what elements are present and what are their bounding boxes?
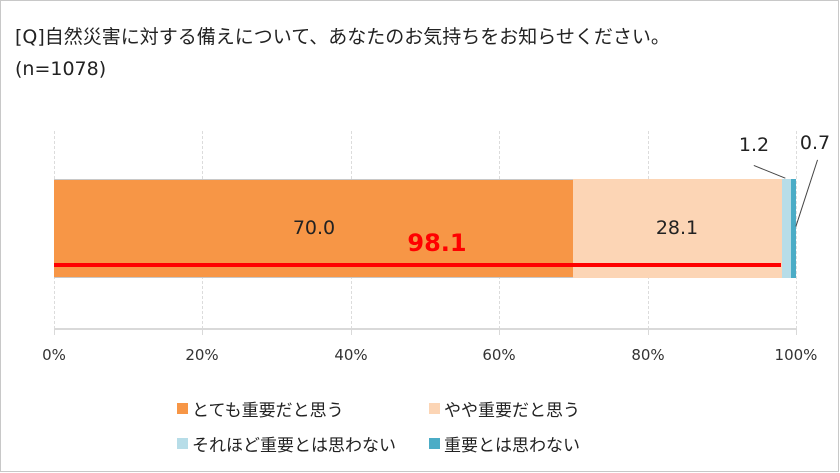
x-tick-label-80: 80% (631, 346, 665, 364)
x-tick-60 (499, 328, 500, 335)
x-tick-label-20: 20% (185, 346, 219, 364)
value-label-not-very-important: 1.2 (738, 134, 770, 156)
legend-label: やや重要だと思う (444, 401, 580, 421)
legend-item-somewhat-important: やや重要だと思う (429, 396, 580, 421)
x-tick-label-40: 40% (334, 346, 368, 364)
bar-segment-somewhat-important (573, 179, 782, 278)
legend-swatch-somewhat-important (429, 403, 440, 414)
x-tick-80 (648, 328, 649, 335)
value-label-not-important: 0.7 (799, 132, 831, 154)
x-tick-0 (54, 328, 55, 335)
legend-item-not-very-important: それほど重要とは思わない (177, 431, 396, 456)
legend-swatch-not-important (429, 438, 440, 449)
gridline-100 (796, 131, 797, 329)
x-axis-line (54, 328, 796, 330)
chart-title-question: [Q]自然災害に対する備えについて、あなたのお気持ちをお知らせください。 (15, 26, 670, 48)
legend-item-not-important: 重要とは思わない (429, 431, 580, 456)
x-tick-20 (202, 328, 203, 335)
combined-important-line (54, 263, 781, 267)
legend-label: とても重要だと思う (192, 401, 344, 421)
legend-item-very-important: とても重要だと思う (177, 396, 344, 421)
leader-line-not-very-important (753, 165, 786, 179)
legend-label: それほど重要とは思わない (192, 436, 396, 456)
x-tick-40 (351, 328, 352, 335)
bar-segment-very-important (54, 179, 573, 278)
x-tick-label-0: 0% (42, 346, 66, 364)
x-tick-100 (796, 328, 797, 335)
bar-segment-not-important (791, 179, 796, 278)
value-label-very-important: 70.0 (292, 217, 336, 239)
chart-title: [Q]自然災害に対する備えについて、あなたのお気持ちをお知らせください。 (n=… (15, 21, 670, 85)
x-tick-label-100: 100% (774, 346, 818, 364)
leader-line-not-important (795, 159, 818, 227)
value-label-somewhat-important: 28.1 (655, 217, 699, 239)
legend-label: 重要とは思わない (444, 436, 580, 456)
bar-segment-not-very-important (782, 179, 791, 278)
x-tick-label-60: 60% (482, 346, 516, 364)
legend-swatch-not-very-important (177, 438, 188, 449)
combined-important-label: 98.1 (407, 229, 467, 257)
chart-title-sample-size: (n=1078) (15, 58, 107, 80)
legend-swatch-very-important (177, 403, 188, 414)
